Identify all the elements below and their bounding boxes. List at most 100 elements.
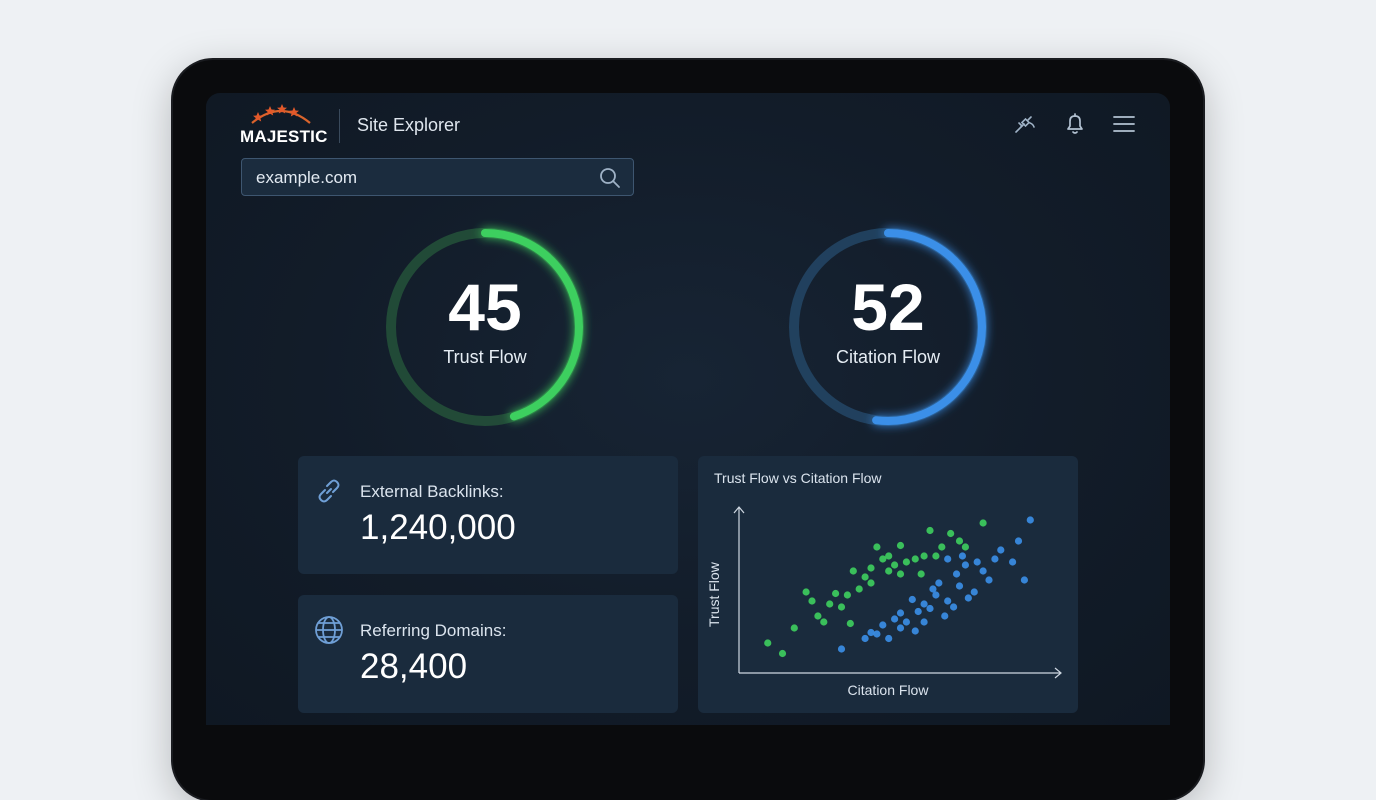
scatter-point-1-32 <box>1020 576 1028 584</box>
scatter-point-1-9 <box>908 595 916 604</box>
referring-domains-label: Referring Domains: <box>360 621 507 640</box>
scatter-chart <box>733 506 1062 679</box>
menu-icon[interactable] <box>1111 111 1137 137</box>
scatter-point-0-2 <box>790 624 798 632</box>
scatter-point-0-3 <box>802 588 810 596</box>
scatter-point-0-11 <box>846 619 854 628</box>
scatter-point-0-5 <box>808 597 816 605</box>
scatter-point-0-33 <box>920 552 928 560</box>
scatter-point-1-36 <box>920 618 928 626</box>
scatter-point-0-34 <box>885 552 893 560</box>
majestic-logo[interactable]: MAJESTIC <box>240 103 327 146</box>
scatter-point-0-20 <box>891 561 899 569</box>
scatter-point-0-17 <box>873 543 881 551</box>
scatter-point-0-25 <box>917 570 925 578</box>
scatter-point-1-34 <box>958 552 967 560</box>
scatter-point-0-23 <box>902 558 910 566</box>
scatter-point-1-24 <box>970 588 978 596</box>
scatter-point-0-14 <box>861 573 869 581</box>
scatter-point-1-20 <box>952 570 961 578</box>
scatter-point-1-2 <box>867 628 875 637</box>
scatter-point-1-23 <box>964 594 972 602</box>
citation-flow-progress-arc <box>790 229 986 425</box>
scatter-point-1-31 <box>1014 537 1023 545</box>
citation-flow-label: Citation Flow <box>835 347 941 367</box>
scatter-point-1-15 <box>932 591 940 599</box>
scatter-point-1-30 <box>1009 558 1017 566</box>
scatter-point-0-7 <box>826 600 834 608</box>
scatter-point-1-16 <box>935 579 943 587</box>
scatter-point-0-4 <box>814 612 822 620</box>
app-screen: MAJESTIC Site Explorer <box>206 93 1170 725</box>
x-axis-arrow <box>1054 667 1062 679</box>
scatter-point-1-25 <box>973 558 981 566</box>
scatter-point-0-18 <box>879 555 887 563</box>
scatter-point-0-30 <box>961 543 969 551</box>
scatter-point-0-26 <box>926 526 934 535</box>
external-backlinks-label: External Backlinks: <box>360 482 504 501</box>
scatter-point-1-3 <box>873 630 881 638</box>
scatter-point-0-28 <box>938 543 946 551</box>
scatter-point-1-10 <box>911 627 919 635</box>
scatter-point-0-12 <box>849 567 857 575</box>
scatter-point-1-8 <box>902 618 910 626</box>
scatter-point-1-21 <box>955 582 964 590</box>
scatter-point-0-16 <box>867 579 875 587</box>
scatter-point-1-13 <box>926 604 934 613</box>
scatter-point-1-17 <box>941 612 949 620</box>
scatter-point-0-21 <box>896 541 905 550</box>
scatter-point-0-9 <box>837 603 846 611</box>
external-backlinks-value: 1,240,000 <box>360 508 516 547</box>
logo-text: MAJESTIC <box>240 127 328 146</box>
citation-flow-value: 52 <box>851 270 925 344</box>
globe-icon <box>314 615 344 645</box>
scatter-point-0-29 <box>947 529 955 538</box>
y-axis-arrow <box>733 506 745 514</box>
scatter-point-1-33 <box>1026 516 1034 524</box>
scatter-point-1-19 <box>950 603 958 611</box>
search-icon[interactable] <box>599 167 621 189</box>
external-backlinks-card[interactable]: External Backlinks: 1,240,000 <box>298 456 678 574</box>
search-bar <box>241 158 634 196</box>
scatter-point-1-11 <box>914 607 922 616</box>
chart-x-axis-label: Citation Flow <box>847 682 929 698</box>
scatter-point-0-24 <box>911 555 919 563</box>
scatter-point-0-27 <box>932 552 940 560</box>
trust-flow-label: Trust Flow <box>443 347 527 367</box>
scatter-point-1-5 <box>885 634 893 643</box>
search-input[interactable] <box>254 166 588 190</box>
scatter-chart-card: Trust Flow vs Citation Flow Trust Flow C… <box>698 456 1078 713</box>
chart-title: Trust Flow vs Citation Flow <box>714 470 882 486</box>
scatter-point-1-29 <box>997 546 1005 554</box>
scatter-point-1-35 <box>944 555 952 563</box>
scatter-point-1-37 <box>896 624 905 632</box>
scatter-point-0-1 <box>778 649 787 658</box>
scatter-point-0-32 <box>955 537 964 545</box>
scatter-point-0-0 <box>764 639 772 647</box>
scatter-point-0-22 <box>896 570 905 578</box>
scatter-point-1-6 <box>891 615 899 623</box>
scatter-point-0-19 <box>885 567 893 575</box>
referring-domains-value: 28,400 <box>360 647 468 686</box>
link-icon <box>314 476 344 506</box>
scatter-point-1-22 <box>961 561 969 569</box>
bell-icon[interactable] <box>1062 111 1088 137</box>
scatter-point-0-8 <box>832 589 840 598</box>
satellite-icon[interactable] <box>1012 111 1038 137</box>
app-title: Site Explorer <box>357 115 461 135</box>
scatter-point-1-27 <box>985 576 993 584</box>
logo-stars-icon <box>251 104 311 124</box>
header-divider <box>339 109 340 143</box>
referring-domains-card[interactable]: Referring Domains: 28,400 <box>298 595 678 713</box>
citation-flow-gauge: 52 Citation Flow <box>778 217 998 437</box>
scatter-point-0-10 <box>843 591 851 599</box>
scatter-point-1-12 <box>920 600 928 608</box>
scatter-point-0-31 <box>979 519 987 527</box>
scatter-point-1-4 <box>879 621 887 629</box>
trust-flow-gauge: 45 Trust Flow <box>375 217 595 437</box>
scatter-point-1-26 <box>979 567 987 575</box>
scatter-point-0-6 <box>820 618 828 626</box>
scatter-point-1-1 <box>861 634 869 643</box>
scatter-point-1-14 <box>929 585 937 593</box>
chart-y-axis-label: Trust Flow <box>706 562 722 627</box>
